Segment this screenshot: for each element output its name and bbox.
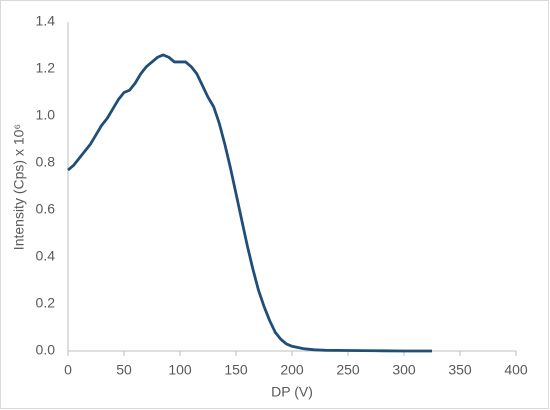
y-tick-label: 0.4 [36, 248, 56, 264]
x-tick-label: 400 [504, 362, 528, 378]
x-tick-label: 350 [448, 362, 472, 378]
x-tick-label: 50 [116, 362, 132, 378]
x-tick-label: 0 [64, 362, 72, 378]
y-tick-label: 0.0 [36, 342, 56, 358]
y-tick-label: 1.0 [36, 107, 56, 123]
x-tick-label: 200 [280, 362, 304, 378]
x-axis-label: DP (V) [271, 384, 313, 400]
y-tick-label: 1.2 [36, 60, 56, 76]
x-tick-label: 100 [168, 362, 192, 378]
y-tick-label: 0.8 [36, 154, 56, 170]
data-line [67, 53, 432, 353]
y-tick-label: 1.4 [36, 13, 56, 29]
x-tick-label: 300 [392, 362, 416, 378]
y-tick-label: 0.6 [36, 201, 56, 217]
y-axis-label: Intensity (Cps) x 10⁶ [11, 124, 27, 250]
x-tick-label: 150 [224, 362, 248, 378]
x-tick-label: 250 [336, 362, 360, 378]
y-tick-label: 0.2 [36, 295, 56, 311]
